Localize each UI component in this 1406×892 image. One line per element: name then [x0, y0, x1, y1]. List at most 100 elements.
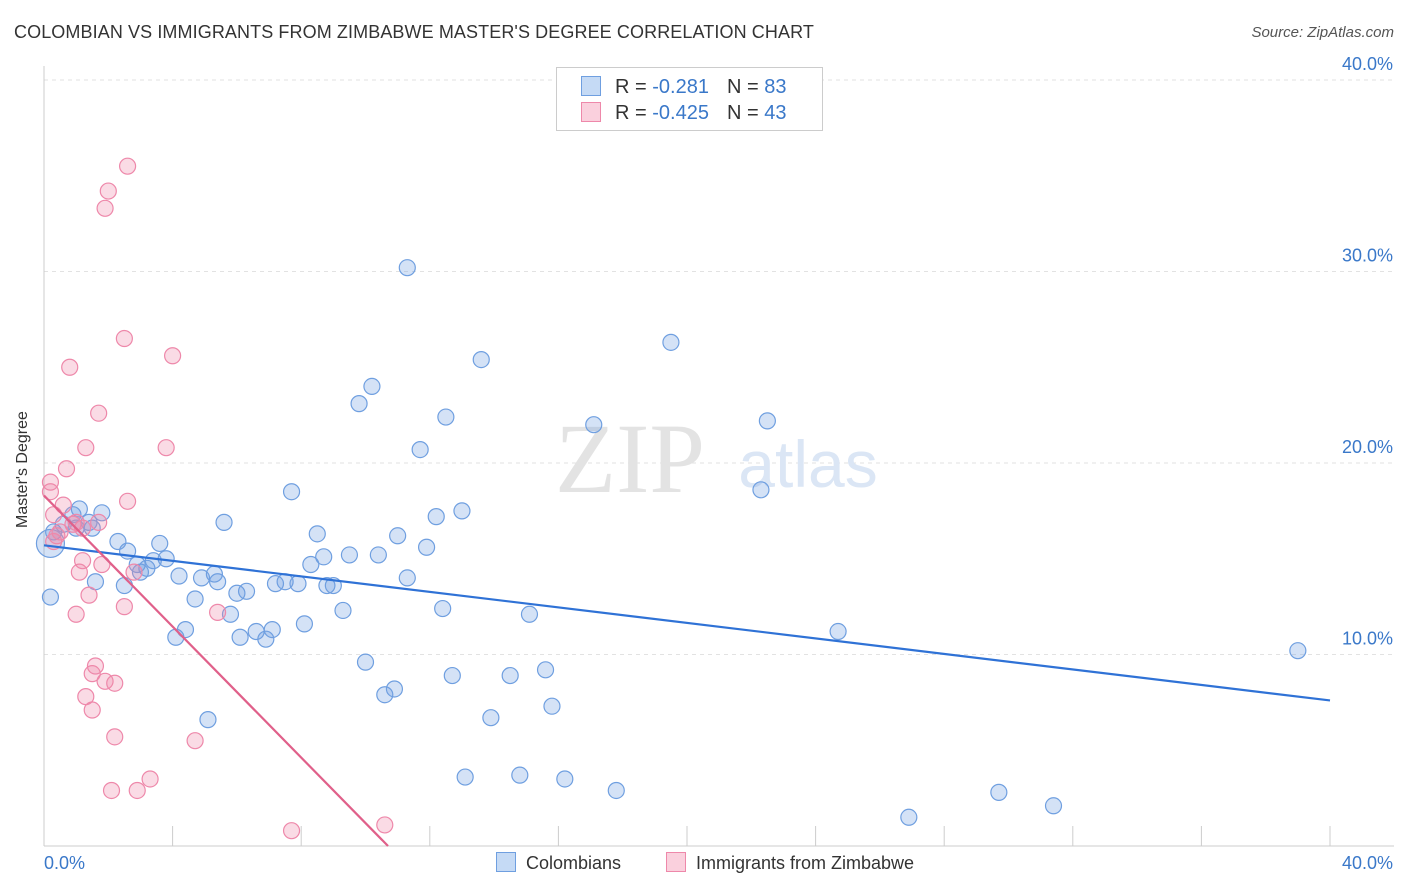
data-point-colombians [472, 350, 490, 369]
data-point-zimbabwe [164, 347, 182, 365]
axes [43, 66, 1394, 847]
data-point-zimbabwe [86, 657, 105, 675]
data-point-zimbabwe [106, 674, 124, 692]
legend-r-label: R = [615, 76, 653, 98]
data-point-colombians [315, 548, 333, 566]
data-point-colombians [427, 508, 445, 526]
data-point-colombians [115, 576, 133, 595]
data-point-colombians [350, 395, 368, 413]
data-point-colombians [443, 666, 461, 685]
data-point-zimbabwe [61, 358, 79, 376]
bottom-legend-swatch-blue [496, 852, 516, 872]
data-point-colombians [151, 534, 169, 553]
data-point-zimbabwe [57, 460, 76, 478]
legend-n-value: 43 [764, 102, 787, 124]
data-point-colombians [482, 709, 500, 727]
data-point-zimbabwe [157, 439, 175, 457]
data-point-colombians [70, 500, 88, 518]
data-point-zimbabwe [90, 513, 108, 531]
data-point-colombians [176, 621, 195, 639]
data-point-zimbabwe [67, 513, 85, 531]
data-point-colombians [93, 504, 111, 522]
y-tick-label: 40.0% [1342, 54, 1393, 74]
data-point-colombians [363, 377, 381, 395]
data-point-zimbabwe [282, 822, 301, 840]
source-label: Source: ZipAtlas.com [1251, 24, 1394, 41]
data-point-colombians [752, 481, 770, 499]
bottom-legend-zimbabwe: Immigrants from Zimbabwe [666, 852, 914, 874]
data-point-colombians [556, 770, 574, 788]
y-tick-label: 20.0% [1342, 437, 1393, 457]
data-point-colombians [144, 552, 162, 570]
data-point-zimbabwe [115, 329, 133, 348]
data-point-colombians [829, 622, 847, 641]
data-point-colombians [41, 588, 60, 606]
data-point-colombians [456, 768, 474, 786]
data-point-colombians [417, 538, 436, 556]
data-point-zimbabwe [41, 483, 60, 501]
trend-line-colombians [43, 544, 1331, 702]
data-point-colombians [389, 527, 407, 545]
data-point-zimbabwe [118, 157, 137, 175]
data-point-colombians [340, 546, 359, 564]
trend-lines [43, 494, 1331, 847]
watermark-atlas: atlas [738, 427, 877, 501]
data-point-colombians [990, 783, 1008, 801]
legend-r-label: R = [615, 102, 653, 124]
data-point-colombians [308, 525, 326, 543]
legend-row-zimbabwe: R = -0.425 N = 43 [581, 102, 786, 124]
data-point-colombians [585, 416, 603, 434]
data-point-colombians [511, 766, 529, 784]
legend-n-label: N = [726, 102, 765, 124]
data-point-colombians [263, 621, 281, 639]
data-point-zimbabwe [80, 586, 98, 604]
data-point-zimbabwe [186, 732, 204, 750]
data-point-colombians [199, 711, 217, 729]
y-tick-label: 30.0% [1342, 246, 1393, 266]
data-point-colombians [215, 513, 233, 531]
data-point-zimbabwe [51, 523, 69, 541]
data-point-colombians [437, 408, 455, 426]
data-point-zimbabwe [41, 473, 60, 491]
data-point-colombians [520, 605, 539, 623]
data-point-colombians [170, 567, 188, 585]
data-point-colombians [662, 333, 680, 351]
data-point-colombians [369, 546, 387, 564]
data-point-zimbabwe [125, 563, 143, 581]
data-point-colombians [356, 653, 375, 671]
data-point-colombians [334, 601, 352, 620]
watermark: ZIP atlas [555, 403, 878, 514]
data-point-zimbabwe [115, 598, 133, 616]
data-point-zimbabwe [90, 404, 108, 422]
data-point-zimbabwe [376, 816, 394, 834]
legend-swatch-blue [581, 76, 601, 96]
data-point-zimbabwe [73, 552, 92, 570]
bottom-legend-colombians: Colombians [496, 852, 621, 874]
correlation-legend: R = -0.281 N = 83 R = -0.425 N = 43 [556, 67, 823, 131]
data-point-zimbabwe [96, 199, 114, 217]
data-point-colombians [900, 808, 918, 826]
legend-r-value: -0.281 [652, 76, 709, 98]
data-point-zimbabwe [77, 439, 95, 457]
data-point-zimbabwe [93, 555, 111, 574]
data-point-zimbabwe [67, 605, 85, 623]
grid-lines [44, 79, 1394, 655]
data-point-colombians [1044, 797, 1063, 815]
data-point-colombians [221, 605, 240, 623]
bottom-legend-swatch-pink [666, 852, 686, 872]
data-point-colombians [318, 576, 336, 595]
legend-n-value: 83 [764, 76, 787, 98]
data-point-colombians [434, 599, 452, 618]
legend-swatch-pink [581, 102, 601, 122]
data-point-zimbabwe [141, 770, 159, 788]
data-point-colombians [237, 582, 256, 600]
data-point-zimbabwe [99, 182, 117, 200]
data-point-zimbabwe [106, 728, 124, 746]
data-point-zimbabwe [128, 781, 146, 800]
x-tick-label-min: 0.0% [44, 853, 85, 873]
data-point-colombians [758, 412, 776, 430]
x-tick-label-max: 40.0% [1342, 853, 1393, 873]
data-point-colombians [501, 666, 519, 685]
y-tick-label: 10.0% [1342, 629, 1393, 649]
